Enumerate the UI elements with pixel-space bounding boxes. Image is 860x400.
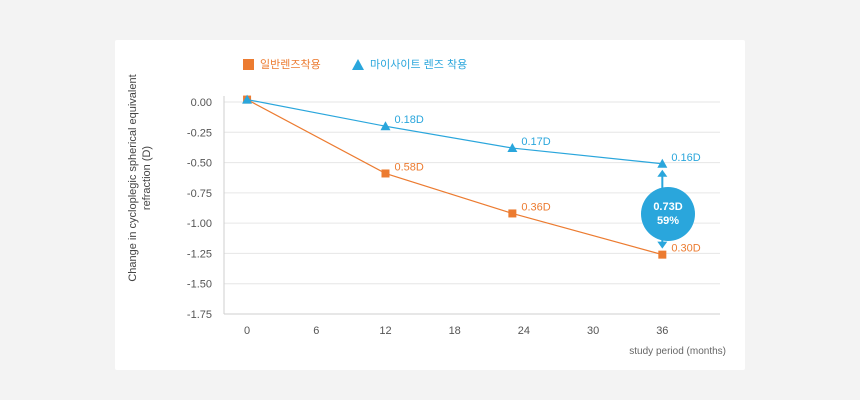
legend-label-mysight-lens: 마이사이트 렌즈 착용 <box>370 59 468 71</box>
data-label: 0.36D <box>521 201 550 213</box>
x-tick-label: 0 <box>244 325 250 337</box>
x-axis-label: study period (months) <box>629 346 726 357</box>
legend-square-marker <box>243 58 254 70</box>
data-point-triangle <box>380 121 391 131</box>
y-tick-label: -1.25 <box>187 248 212 260</box>
legend-item-regular-lens: 일반렌즈착용 <box>243 56 321 72</box>
chart-card <box>115 40 745 370</box>
difference-arrow-head-up <box>657 169 668 177</box>
difference-badge: 0.73D 59% <box>641 187 695 241</box>
y-tick-label: -0.50 <box>187 158 212 170</box>
x-tick-label: 12 <box>379 325 391 337</box>
data-point-square <box>508 209 517 218</box>
data-label: 0.17D <box>521 136 550 148</box>
data-label: 0.18D <box>394 114 423 126</box>
legend-label-regular-lens: 일반렌즈착용 <box>260 59 321 71</box>
data-point-square <box>381 169 390 178</box>
x-tick-label: 36 <box>656 325 668 337</box>
data-label: 0.30D <box>671 243 700 255</box>
data-label: 0.16D <box>671 152 700 164</box>
x-tick-label: 18 <box>449 325 461 337</box>
data-point-triangle <box>242 94 253 104</box>
data-label: 0.58D <box>394 161 423 173</box>
y-tick-label: 0.00 <box>191 97 212 109</box>
series-line-mysight-lens <box>246 98 663 165</box>
y-tick-label: -1.00 <box>187 218 212 230</box>
x-tick-label: 24 <box>518 325 530 337</box>
series-line-regular-lens <box>246 99 663 256</box>
legend-item-mysight-lens: 마이사이트 렌즈 착용 <box>352 56 467 72</box>
difference-arrow-head-down <box>657 241 668 249</box>
y-tick-label: -0.75 <box>187 188 212 200</box>
difference-percent: 59% <box>656 215 680 227</box>
legend-triangle-marker <box>352 58 364 70</box>
x-tick-label: 6 <box>313 325 319 337</box>
data-point-triangle <box>507 143 518 153</box>
y-tick-label: -0.25 <box>187 127 212 139</box>
y-tick-label: -1.75 <box>187 309 212 321</box>
data-point-triangle <box>657 158 668 168</box>
y-axis-label: Change in cycloplegic spherical equivale… <box>127 74 153 282</box>
difference-value: 0.73D <box>653 201 683 213</box>
x-tick-label: 30 <box>587 325 599 337</box>
y-tick-label: -1.50 <box>187 279 212 291</box>
data-point-square <box>658 250 667 259</box>
